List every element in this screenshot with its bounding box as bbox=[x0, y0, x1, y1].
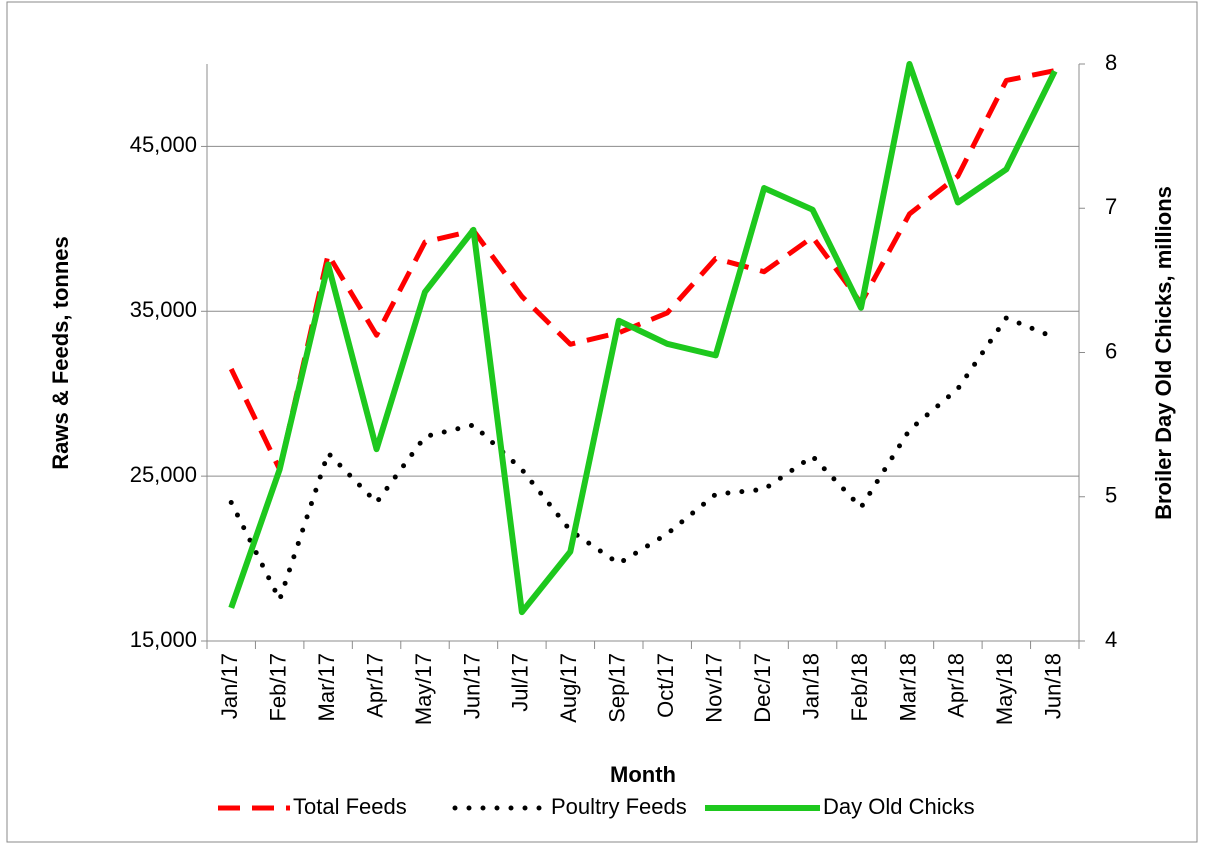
x-tick-label: Jan/17 bbox=[217, 653, 242, 719]
y-axis-title: Raws & Feeds, tonnes bbox=[48, 236, 73, 470]
y-tick-label: 45,000 bbox=[130, 132, 197, 157]
y-tick-label: 35,000 bbox=[130, 297, 197, 322]
x-tick-label: Oct/17 bbox=[653, 653, 678, 718]
y2-tick-label: 5 bbox=[1105, 483, 1117, 508]
x-tick-label: Mar/17 bbox=[314, 653, 339, 721]
x-tick-label: Apr/18 bbox=[944, 653, 969, 718]
x-tick-label: Jun/17 bbox=[459, 653, 484, 719]
legend-label: Day Old Chicks bbox=[823, 794, 975, 819]
x-tick-label: Jan/18 bbox=[798, 653, 823, 719]
x-tick-label: May/17 bbox=[411, 653, 436, 725]
y-tick-label: 15,000 bbox=[130, 627, 197, 652]
x-tick-label: Aug/17 bbox=[556, 653, 581, 723]
series-line bbox=[228, 68, 1056, 473]
series-line bbox=[228, 315, 1058, 603]
x-tick-label: Jun/18 bbox=[1041, 653, 1066, 719]
x-tick-label: Feb/18 bbox=[847, 653, 872, 722]
x-tick-label: Sep/17 bbox=[605, 653, 630, 723]
y2-tick-label: 7 bbox=[1105, 194, 1117, 219]
x-axis-title: Month bbox=[610, 762, 676, 787]
series-line bbox=[228, 61, 1058, 616]
x-tick-label: Feb/17 bbox=[265, 653, 290, 722]
x-tick-label: Dec/17 bbox=[750, 653, 775, 723]
chart-border bbox=[6, 1, 1198, 843]
legend-label: Total Feeds bbox=[293, 794, 407, 819]
y2-tick-label: 4 bbox=[1105, 627, 1117, 652]
x-tick-label: Nov/17 bbox=[701, 653, 726, 723]
x-tick-label: Mar/18 bbox=[895, 653, 920, 721]
y2-tick-label: 6 bbox=[1105, 338, 1117, 363]
x-tick-label: Apr/17 bbox=[362, 653, 387, 718]
y2-tick-label: 8 bbox=[1105, 50, 1117, 75]
y2-axis-title: Broiler Day Old Chicks, millions bbox=[1151, 186, 1176, 520]
legend-label: Poultry Feeds bbox=[551, 794, 687, 819]
x-tick-label: Jul/17 bbox=[508, 653, 533, 712]
y-tick-label: 25,000 bbox=[130, 462, 197, 487]
x-tick-label: May/18 bbox=[992, 653, 1017, 725]
